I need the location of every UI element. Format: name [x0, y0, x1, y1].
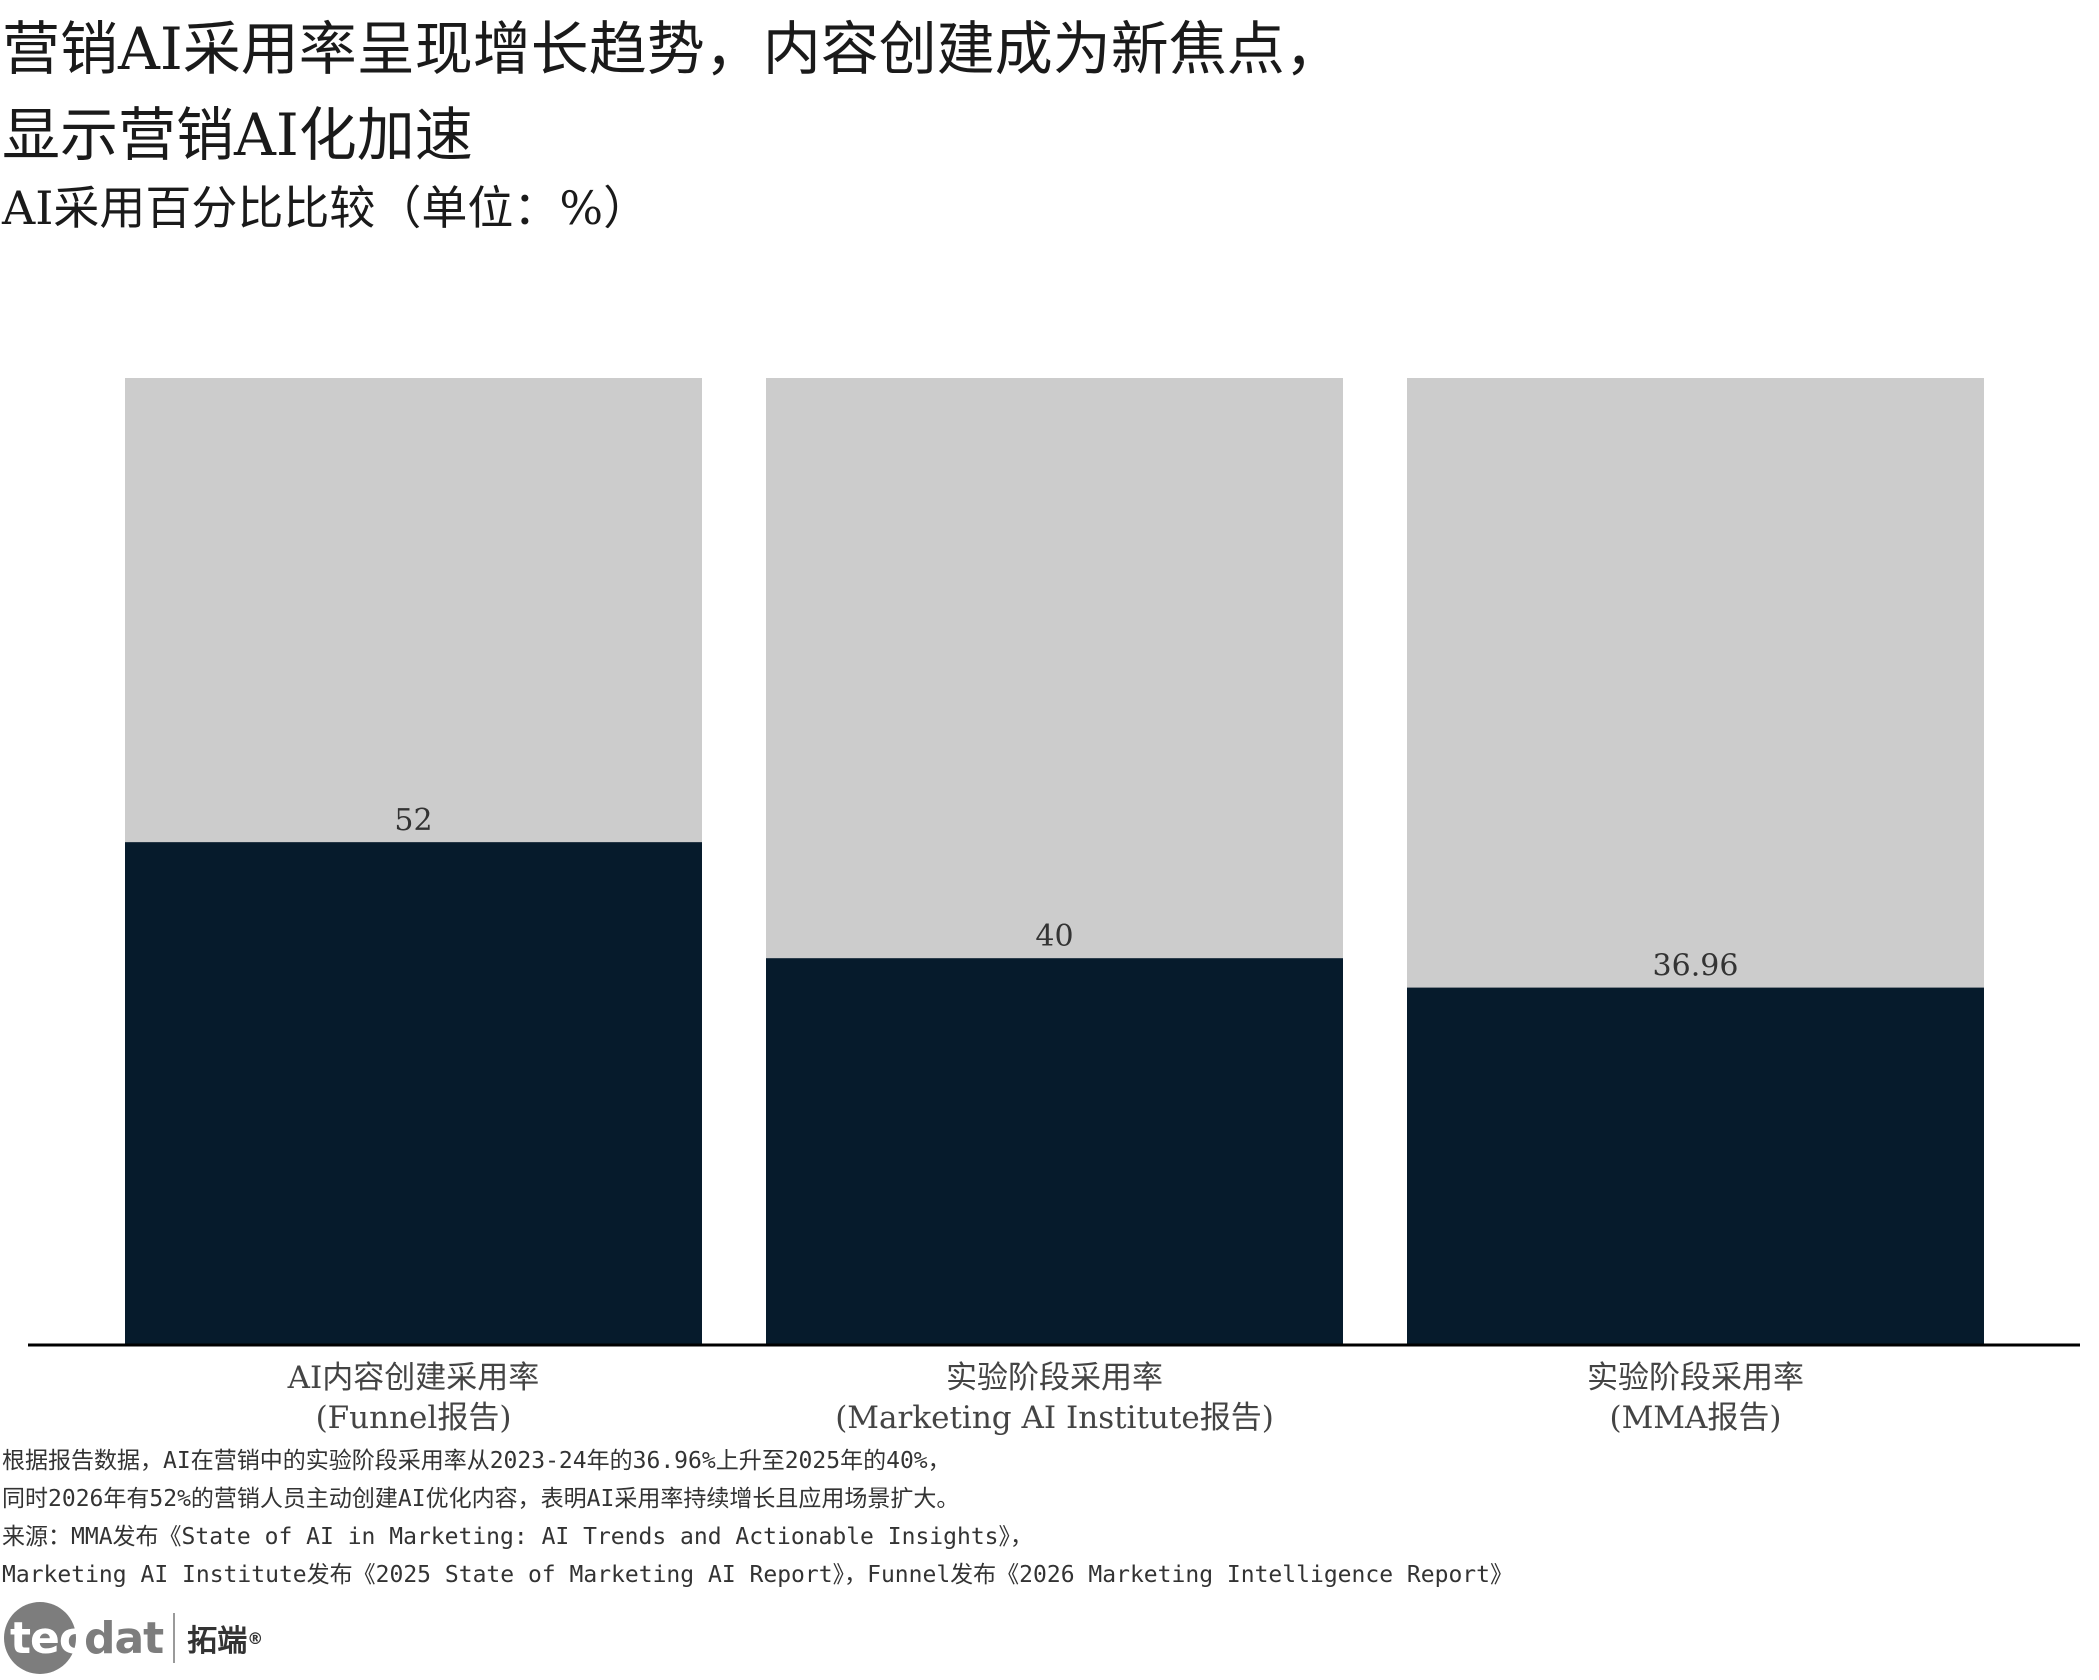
category-label-3-line-2: (MMA报告)	[1609, 1400, 1781, 1436]
logo-separator	[173, 1613, 176, 1663]
tecdat-logo: tecdat 拓端 ®	[4, 1600, 263, 1676]
chart-title: 营销AI采用率呈现增长趋势，内容创建成为新焦点， 显示营销AI化加速	[2, 6, 1602, 178]
note-line-1: 根据报告数据，AI在营销中的实验阶段采用率从2023-24年的36.96%上升至…	[2, 1448, 951, 1474]
note-line-2: 同时2026年有52%的营销人员主动创建AI优化内容，表明AI采用率持续增长且应…	[2, 1486, 960, 1512]
category-label-2-line-2: (Marketing AI Institute报告)	[835, 1400, 1274, 1436]
logo-circle-icon	[4, 1602, 76, 1674]
data-label-1: 52	[394, 803, 432, 838]
value-bar-1	[125, 842, 702, 1345]
source-line-1: 来源：MMA发布《State of AI in Marketing: AI Tr…	[2, 1524, 1034, 1550]
logo-chinese-name: 拓端	[187, 1624, 248, 1659]
category-label-2-line-1: 实验阶段采用率	[946, 1360, 1163, 1396]
value-bar-2	[766, 958, 1343, 1345]
chart-subtitle: AI采用百分比比较（单位：%）	[2, 181, 650, 235]
logo-wordmark: tecdat	[10, 1612, 164, 1664]
value-bar-3	[1407, 987, 1984, 1345]
category-label-1-line-1: AI内容创建采用率	[287, 1360, 540, 1396]
data-label-2: 40	[1035, 919, 1073, 954]
chart-title-line-2: 显示营销AI化加速	[2, 101, 473, 169]
category-label-3-line-1: 实验阶段采用率	[1587, 1360, 1804, 1396]
logo-registered-mark: ®	[247, 1628, 264, 1648]
chart-title-line-1: 营销AI采用率呈现增长趋势，内容创建成为新焦点，	[2, 15, 1343, 83]
source-line-2: Marketing AI Institute发布《2025 State of M…	[2, 1562, 1513, 1588]
category-label-1-line-2: (Funnel报告)	[316, 1400, 512, 1436]
chart-notes: 根据报告数据，AI在营销中的实验阶段采用率从2023-24年的36.96%上升至…	[2, 1442, 2092, 1594]
data-label-3: 36.96	[1653, 949, 1739, 984]
bar-chart: 52 AI内容创建采用率 (Funnel报告) 40 实验阶段采用率 (Marketing…	[28, 378, 2080, 1436]
